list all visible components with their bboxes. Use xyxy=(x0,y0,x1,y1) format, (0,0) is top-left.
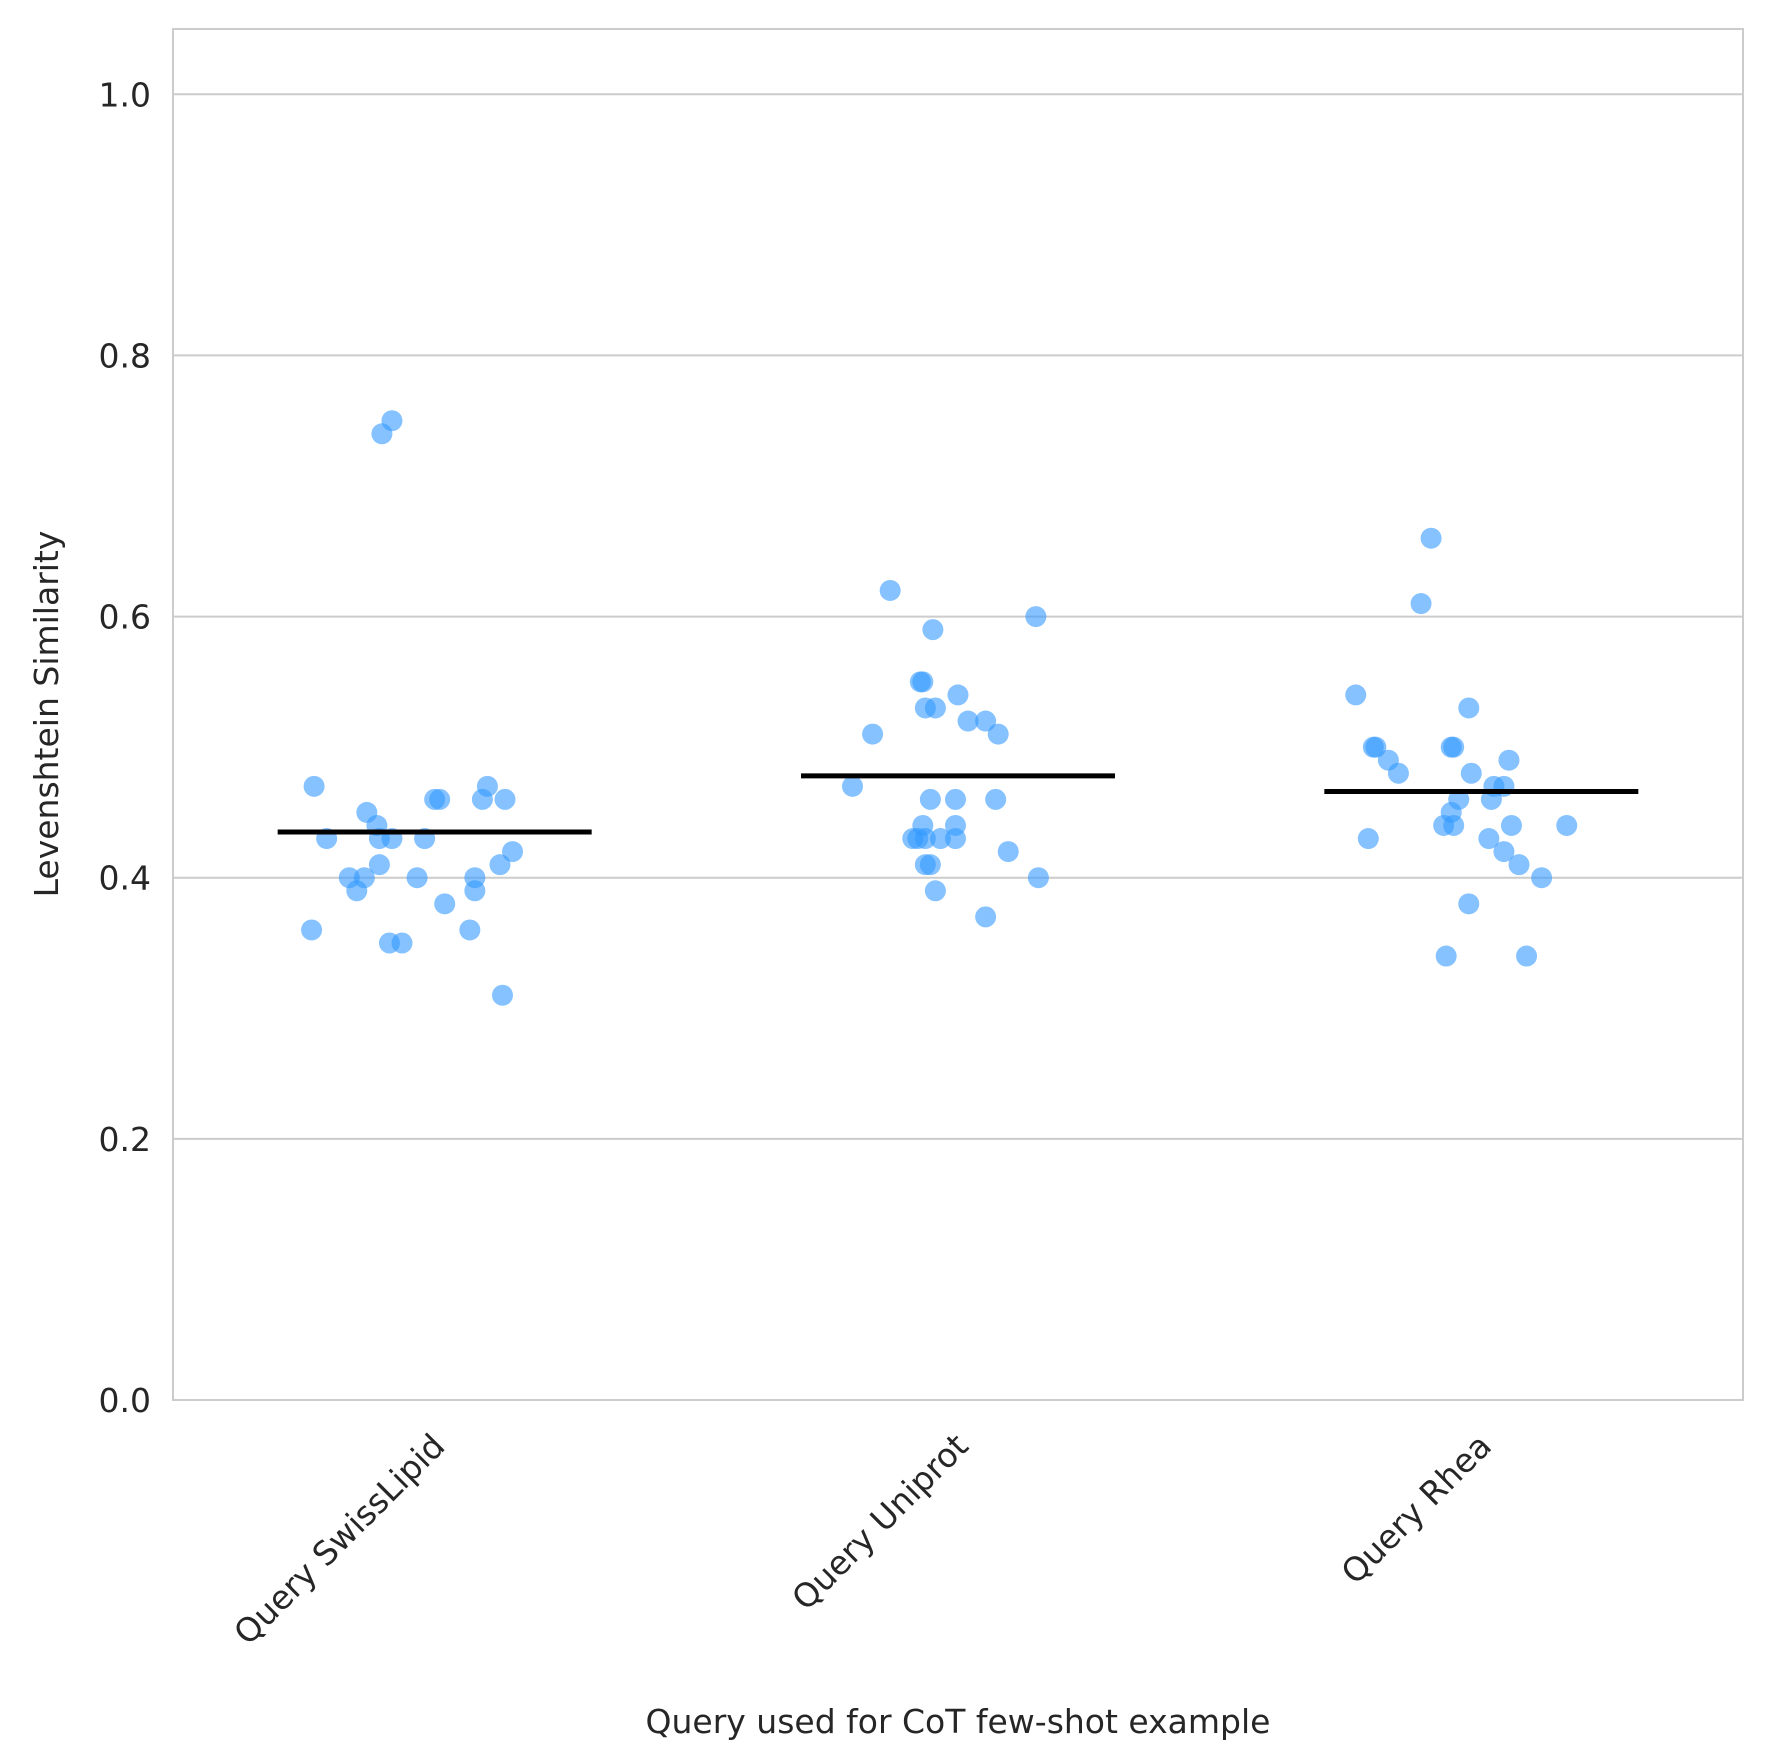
data-point xyxy=(1498,749,1520,771)
data-point xyxy=(303,775,325,797)
data-point xyxy=(346,880,368,902)
data-point xyxy=(1458,697,1480,719)
data-point xyxy=(1556,814,1578,836)
data-point xyxy=(909,671,931,693)
data-point xyxy=(1420,527,1442,549)
y-tick-labels: 0.0 0.2 0.4 0.6 0.8 1.0 xyxy=(99,75,151,1420)
data-point xyxy=(471,788,493,810)
x-tick-labels: Query SwissLipid Query Uniprot Query Rhea xyxy=(226,1426,1499,1652)
y-tick-label: 1.0 xyxy=(99,75,151,114)
data-point xyxy=(489,854,511,876)
data-point xyxy=(985,788,1007,810)
data-point xyxy=(1410,593,1432,615)
data-point xyxy=(957,710,979,732)
data-point xyxy=(378,932,400,954)
plot-area xyxy=(173,29,1743,1400)
data-point xyxy=(862,723,884,745)
data-point xyxy=(1443,736,1465,758)
y-tick-label: 0.2 xyxy=(99,1120,151,1159)
data-point xyxy=(368,854,390,876)
data-point xyxy=(1516,945,1538,967)
data-point xyxy=(1531,867,1553,889)
data-point xyxy=(1387,762,1409,784)
x-tick-label: Query Rhea xyxy=(1333,1426,1499,1592)
y-tick-label: 0.0 xyxy=(99,1381,151,1420)
data-point xyxy=(406,867,428,889)
x-axis-label: Query used for CoT few-shot example xyxy=(646,1702,1271,1741)
data-point xyxy=(929,828,951,850)
data-points xyxy=(301,410,1578,1006)
data-point xyxy=(987,723,1009,745)
x-tick-label: Query Uniprot xyxy=(784,1426,976,1618)
data-point xyxy=(1508,854,1530,876)
data-point xyxy=(1458,893,1480,915)
data-point xyxy=(434,893,456,915)
data-point xyxy=(1480,788,1502,810)
data-point xyxy=(947,684,969,706)
x-tick-label: Query SwissLipid xyxy=(226,1426,452,1652)
data-point xyxy=(919,854,941,876)
y-axis-label: Levenshtein Similarity xyxy=(27,531,66,898)
data-point xyxy=(1357,828,1379,850)
data-point xyxy=(975,906,997,928)
data-point xyxy=(944,828,966,850)
data-point xyxy=(1365,736,1387,758)
y-tick-label: 0.8 xyxy=(99,336,151,375)
data-point xyxy=(1027,867,1049,889)
y-tick-label: 0.4 xyxy=(99,859,151,898)
data-point xyxy=(1460,762,1482,784)
plot-frame xyxy=(172,28,1744,1401)
data-point xyxy=(1345,684,1367,706)
data-point xyxy=(914,697,936,719)
data-point xyxy=(919,788,941,810)
data-point xyxy=(975,710,997,732)
data-point xyxy=(1435,945,1457,967)
y-tick-label: 0.6 xyxy=(99,598,151,637)
data-point xyxy=(914,828,936,850)
data-point xyxy=(841,775,863,797)
data-point xyxy=(879,579,901,601)
data-point xyxy=(371,423,393,445)
data-point xyxy=(1478,828,1500,850)
data-point xyxy=(459,919,481,941)
data-point xyxy=(429,788,451,810)
data-point xyxy=(502,841,524,863)
mean-lines xyxy=(277,773,1639,835)
data-point xyxy=(301,919,323,941)
data-point xyxy=(997,841,1019,863)
data-point xyxy=(944,788,966,810)
data-point xyxy=(464,880,486,902)
data-point xyxy=(1443,814,1465,836)
data-point xyxy=(1493,841,1515,863)
data-point xyxy=(1500,814,1522,836)
data-point xyxy=(922,619,944,641)
data-point xyxy=(494,788,516,810)
data-point xyxy=(491,984,513,1006)
data-point xyxy=(1025,606,1047,628)
data-point xyxy=(924,880,946,902)
